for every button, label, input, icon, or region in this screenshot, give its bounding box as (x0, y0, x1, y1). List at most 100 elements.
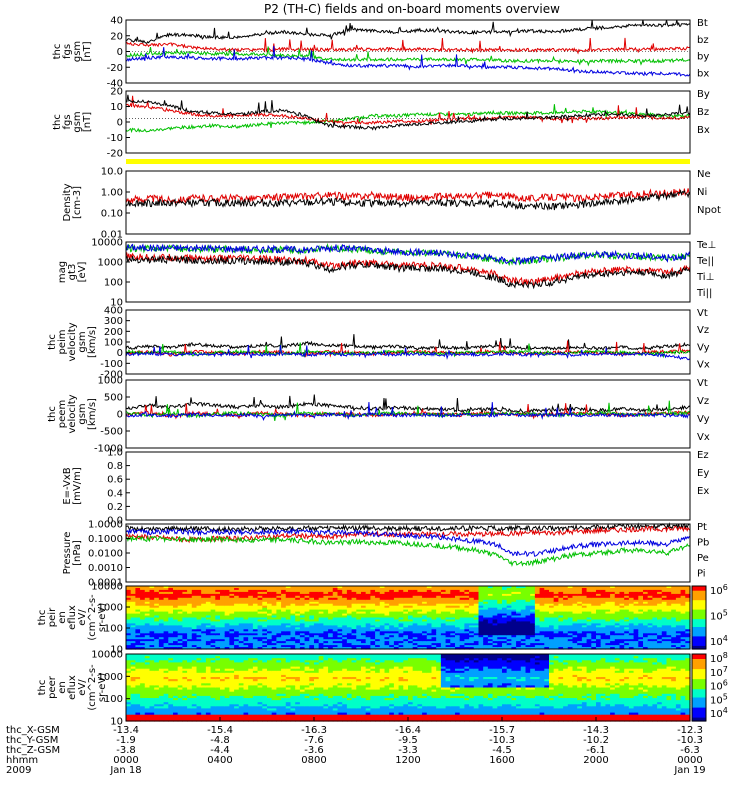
spectrogram-cell (205, 615, 212, 619)
spectrogram-cell (252, 674, 259, 678)
spectrogram-cell (215, 609, 221, 613)
spectrogram-cell (182, 718, 188, 722)
spectrogram-cell (144, 704, 151, 707)
spectrogram-cell (177, 716, 183, 720)
spectrogram-cell (633, 617, 639, 621)
spectrogram-cell (633, 647, 639, 650)
spectrogram-cell (619, 591, 625, 595)
spectrogram-cell (398, 591, 404, 595)
spectrogram-cell (431, 619, 437, 623)
spectrogram-cell (285, 599, 292, 603)
spectrogram-cell (191, 619, 198, 623)
spectrogram-cell (666, 635, 672, 638)
spectrogram-cell (671, 597, 677, 601)
colorbar-segment (692, 603, 706, 606)
spectrogram-cell (201, 685, 207, 689)
spectrogram-cell (530, 607, 536, 611)
spectrogram-cell (257, 718, 263, 722)
y-axis-label: thcpeirenefluxeV/(cm^2-s-sr-eV) (37, 594, 108, 641)
spectrogram-cell (295, 629, 301, 632)
spectrogram-cell (398, 609, 404, 613)
spectrogram-cell (182, 660, 188, 663)
spectrogram-cell (158, 670, 165, 674)
spectrogram-cell (591, 595, 597, 599)
spectrogram-cell (257, 689, 263, 693)
spectrogram-cell (685, 645, 691, 648)
spectrogram-cell (144, 607, 151, 611)
spectrogram-cell (187, 641, 193, 644)
spectrogram-cell (586, 643, 592, 646)
spectrogram-cell (356, 643, 362, 646)
spectrogram-cell (173, 591, 179, 595)
spectrogram-cell (257, 645, 263, 648)
spectrogram-cell (600, 595, 606, 599)
spectrogram-cell (581, 603, 588, 607)
spectrogram-cell (135, 617, 141, 621)
spectrogram-cell (248, 689, 254, 693)
spectrogram-cell (473, 607, 480, 611)
spectrogram-cell (567, 589, 574, 593)
spectrogram-cell (530, 613, 536, 617)
spectrogram-cell (596, 631, 602, 634)
spectrogram-cell (290, 605, 296, 609)
spectrogram-cell (182, 593, 188, 597)
spectrogram-cell (215, 639, 221, 642)
spectrogram-cell (238, 593, 245, 597)
y-tick-label: 1000 (98, 376, 123, 387)
spectrogram-cell (643, 599, 649, 603)
spectrogram-cell (177, 645, 183, 648)
spectrogram-cell (323, 597, 329, 601)
spectrogram-cell (492, 595, 498, 599)
spectrogram-cell (238, 647, 245, 650)
spectrogram-cell (393, 625, 400, 628)
spectrogram-cell (436, 615, 442, 619)
spectrogram-cell (173, 643, 179, 646)
spectrogram-cell (389, 589, 395, 593)
spectrogram-cell (497, 637, 503, 640)
spectrogram-cell (412, 643, 418, 646)
spectrogram-cell (577, 605, 583, 609)
spectrogram-cell (624, 641, 630, 644)
spectrogram-cell (201, 700, 207, 703)
spectrogram-cell (666, 643, 672, 646)
spectrogram-cell (135, 714, 141, 718)
spectrogram-cell (675, 595, 682, 599)
spectrogram-cell (238, 629, 245, 632)
spectrogram-cell (229, 631, 235, 634)
spectrogram-cell (205, 681, 212, 684)
spectrogram-cell (487, 645, 494, 648)
spectrogram-cell (671, 637, 677, 640)
spectrogram-cell (671, 625, 677, 628)
spectrogram-cell (314, 603, 320, 607)
spectrogram-cell (577, 603, 583, 607)
spectrogram-cell (210, 591, 216, 595)
spectrogram-cell (346, 589, 353, 593)
spectrogram-cell (149, 677, 155, 680)
spectrogram-cell (389, 601, 395, 605)
spectrogram-cell (431, 609, 437, 613)
spectrogram-cell (210, 615, 216, 619)
spectrogram-cell (530, 637, 536, 640)
spectrogram-cell (168, 635, 174, 638)
spectrogram-cell (168, 666, 174, 670)
spectrogram-cell (168, 687, 174, 691)
spectrogram-cell (257, 601, 263, 605)
spectrogram-cell (234, 687, 240, 691)
spectrogram-cell (487, 588, 494, 591)
spectrogram-cell (337, 641, 343, 644)
spectrogram-cell (262, 615, 268, 619)
spectrogram-cell (140, 605, 146, 609)
spectrogram-cell (215, 679, 221, 682)
spectrogram-cell (182, 641, 188, 644)
spectrogram-cell (135, 597, 141, 601)
spectrogram-cell (252, 586, 259, 589)
spectrogram-cell (403, 595, 409, 599)
spectrogram-cell (469, 601, 475, 605)
spectrogram-cell (459, 621, 465, 624)
spectrogram-cell (173, 588, 179, 591)
spectrogram-cell (680, 588, 686, 591)
spectrogram-cell (497, 643, 503, 646)
spectrogram-cell (600, 586, 606, 589)
spectrogram-cell (205, 613, 212, 617)
spectrogram-cell (647, 619, 653, 623)
